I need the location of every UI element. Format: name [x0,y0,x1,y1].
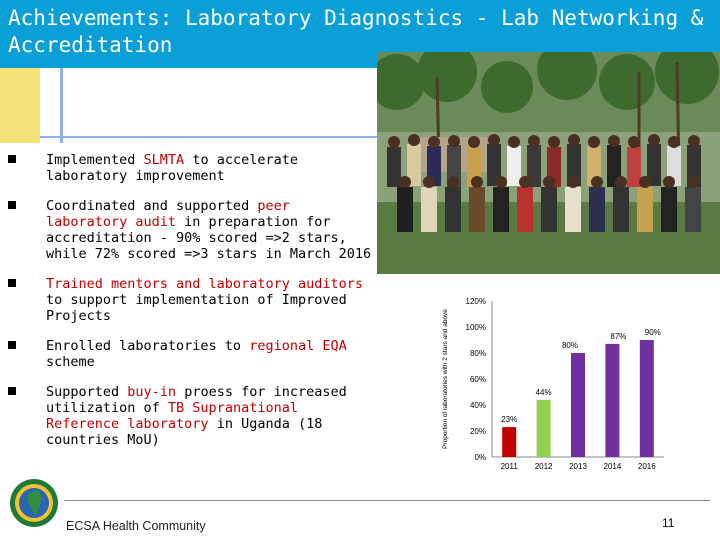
decorative-block [0,68,40,143]
people-front-row [397,187,701,232]
highlighted-text: TB Supranational Reference laboratory [46,400,298,432]
x-tick-label: 2012 [535,462,553,471]
ecsa-logo [10,479,58,527]
data-label: 44% [536,388,552,397]
slide-title: Achievements: Laboratory Diagnostics - L… [8,6,704,57]
bar [605,343,620,457]
bullet-text: in preparation for accreditation - 90% s… [46,214,372,262]
bullet-item: Enrolled laboratories to regional EQA sc… [8,338,373,370]
heads [388,134,700,188]
bar [536,399,551,457]
title-bar: Achievements: Laboratory Diagnostics - L… [0,0,720,68]
bullet-text: Coordinated and supported [46,198,258,214]
footer-organization: ECSA Health Community [66,519,206,533]
bullet-text: Implemented [46,152,144,168]
highlighted-text: buy-in [127,384,177,400]
bullet-item: Coordinated and supported peer laborator… [8,198,373,262]
page-number: 11 [662,516,675,530]
highlighted-text: Trained mentors and laboratory auditors [46,276,363,292]
data-label: 90% [645,328,661,337]
y-tick-label: 120% [466,297,486,306]
group-photo [377,52,720,274]
bullet-text: to accelerate laboratory improvement [46,152,298,184]
bar-chart: Proportion of laboratories with 2 stars … [442,297,664,471]
bullet-text: scheme [46,354,95,370]
x-tick-label: 2016 [638,462,656,471]
decorative-horizontal-line [40,136,380,138]
bullet-square-icon [8,387,16,395]
bullet-text: Enrolled laboratories to [46,338,250,354]
data-label: 87% [610,332,626,341]
trees [377,52,719,113]
x-tick-label: 2013 [569,462,587,471]
bullet-item: Supported buy-in proess for increased ut… [8,384,373,448]
y-tick-label: 0% [474,453,486,462]
bullet-square-icon [8,279,16,287]
x-tick-label: 2011 [501,462,519,471]
bullet-item: Implemented SLMTA to accelerate laborato… [8,152,373,184]
bar [639,340,654,457]
bullet-text: Supported [46,384,128,400]
y-tick-label: 40% [470,401,486,410]
data-label: 80% [562,341,578,350]
bullet-list: Implemented SLMTA to accelerate laborato… [8,152,373,462]
highlighted-text: peer laboratory audit [46,198,290,230]
bullet-text: proess for increased utilization of [46,384,347,416]
bullet-square-icon [8,341,16,349]
bullet-square-icon [8,201,16,209]
decorative-vertical-line [60,68,63,143]
footer-divider [64,500,710,501]
bar [502,427,517,457]
y-tick-label: 80% [470,349,486,358]
y-tick-label: 100% [466,323,486,332]
bar [571,353,585,457]
people-back-row [387,144,701,187]
bullet-text: in Uganda (18 countries MoU) [46,416,323,448]
bullet-text: to support implementation of Improved Pr… [46,292,347,324]
y-tick-label: 60% [470,375,486,384]
bullet-item: Trained mentors and laboratory auditors … [8,276,373,324]
data-label: 23% [501,415,517,424]
highlighted-text: SLMTA [143,152,185,168]
bullet-square-icon [8,155,16,163]
y-axis-title: Proportion of laboratories with 2 stars … [442,309,449,449]
highlighted-text: regional EQA [249,338,347,354]
x-tick-label: 2014 [604,462,622,471]
y-tick-label: 20% [470,427,486,436]
